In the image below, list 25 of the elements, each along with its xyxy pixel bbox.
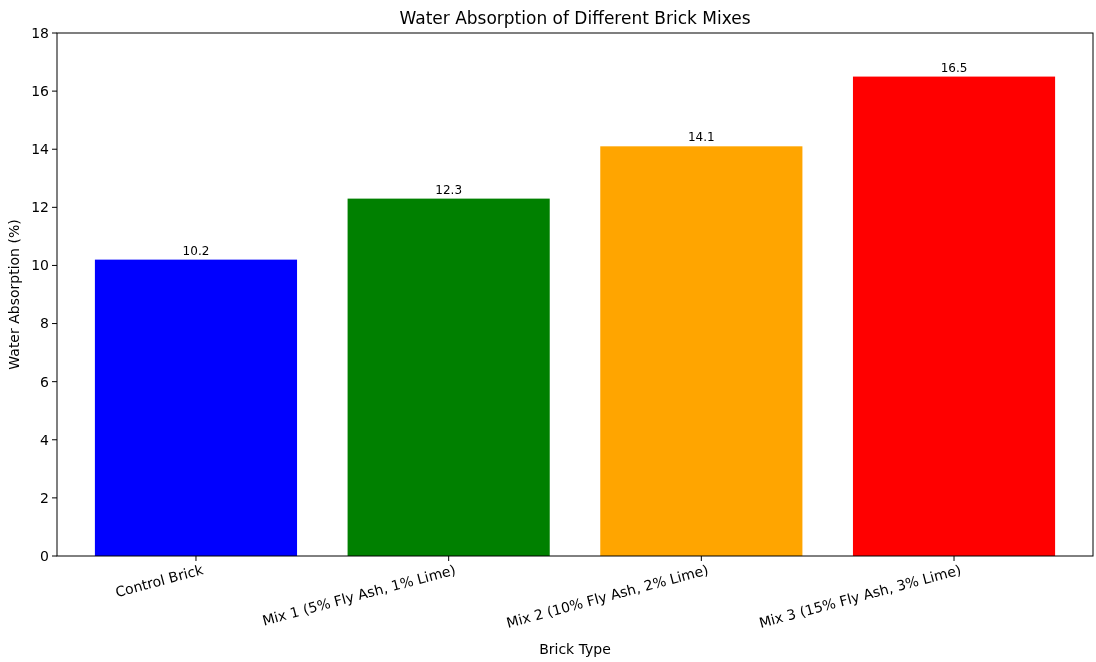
y-tick-label: 12 (31, 199, 49, 216)
y-tick-label: 0 (40, 547, 49, 564)
y-tick-label: 10 (31, 257, 49, 274)
y-axis-title: Water Absorption (%) (6, 219, 22, 370)
data-label: 12.3 (435, 182, 463, 197)
y-tick-label: 16 (31, 83, 50, 100)
bar (852, 76, 1056, 556)
bar (347, 198, 550, 556)
bar (94, 259, 298, 556)
y-tick-label: 14 (31, 141, 50, 158)
data-label: 14.1 (687, 130, 715, 145)
y-tick-label: 4 (40, 431, 50, 448)
x-tick-label: Mix 2 (10% Fly Ash, 2% Lime) (504, 561, 711, 631)
chart-title: Water Absorption of Different Brick Mixes (399, 8, 751, 28)
y-tick-label: 18 (31, 24, 49, 41)
x-tick-label: Mix 3 (15% Fly Ash, 3% Lime) (757, 561, 963, 631)
y-tick-label: 2 (40, 489, 49, 506)
x-tick-label: Control Brick (113, 561, 206, 601)
data-label: 10.2 (182, 243, 210, 258)
x-axis-title: Brick Type (539, 641, 611, 657)
data-label: 16.5 (940, 60, 968, 75)
x-tick-label: Mix 1 (5% Fly Ash, 1% Lime) (260, 561, 458, 629)
bar (600, 146, 803, 556)
y-tick-label: 6 (40, 373, 50, 390)
y-tick-label: 8 (40, 315, 49, 332)
